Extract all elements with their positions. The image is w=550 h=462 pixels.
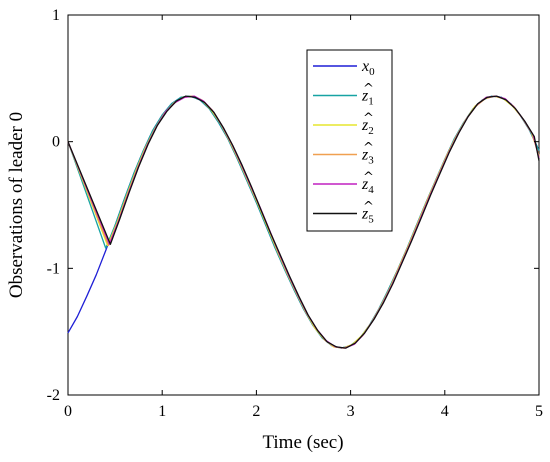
x-tick-label: 2 — [252, 403, 260, 420]
legend-label: z5 — [361, 206, 374, 226]
legend-box — [306, 49, 393, 232]
series-line-z5 — [67, 95, 540, 349]
x-tick-label: 5 — [535, 403, 543, 420]
ticks-layer: 0 1 2 3 4 5 -2 -1 0 1 — [47, 7, 543, 420]
plot-area — [67, 14, 540, 396]
legend-hat-accent: ^ — [363, 141, 374, 156]
y-tick-label: -2 — [47, 387, 60, 404]
legend-label: z4 — [361, 176, 374, 196]
legend-label: z3 — [361, 147, 374, 167]
legend-label: z2 — [361, 117, 374, 137]
x-tick-label: 3 — [347, 403, 355, 420]
x-tick-label: 0 — [64, 403, 72, 420]
legend-hat-accent: ^ — [363, 200, 374, 215]
legend-hat-accent: ^ — [363, 82, 374, 97]
y-tick-label: 1 — [52, 7, 60, 24]
x-tick-label: 1 — [158, 403, 166, 420]
y-tick-label: -1 — [47, 260, 60, 277]
legend-hat-accent: ^ — [363, 111, 374, 126]
x-tick-label: 4 — [441, 403, 449, 420]
y-axis-label: Observations of leader 0 — [6, 112, 27, 298]
legend-hat-accent: ^ — [363, 170, 374, 185]
legend-label: z1 — [361, 88, 374, 108]
series-layer — [67, 95, 540, 349]
y-tick-label: 0 — [52, 134, 60, 151]
legend-label: x0 — [361, 58, 375, 78]
x-axis-label: Time (sec) — [262, 432, 343, 453]
